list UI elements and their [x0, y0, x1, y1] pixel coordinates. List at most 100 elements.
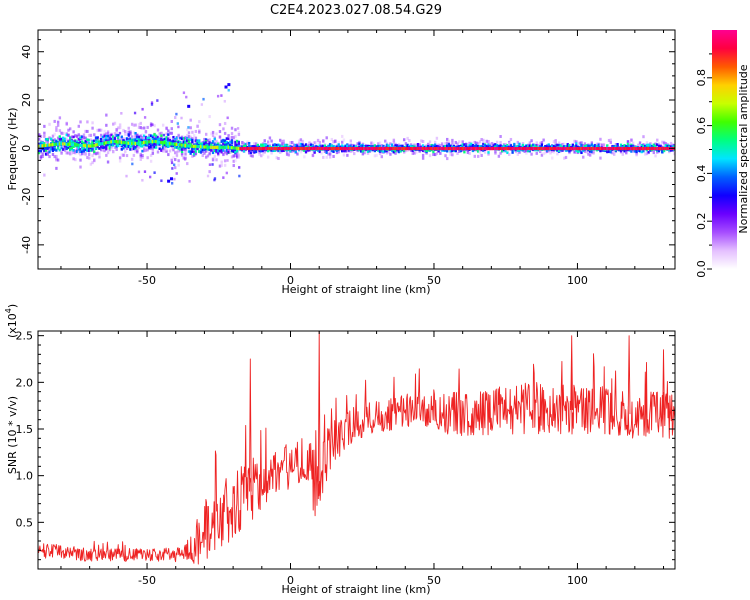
heat-cell [606, 144, 609, 147]
heat-cell [246, 142, 249, 146]
heat-cell [669, 141, 673, 145]
heat-cell [43, 124, 46, 128]
heat-cell [125, 174, 128, 178]
heat-cell [371, 145, 375, 148]
heat-cell [103, 134, 106, 138]
heat-cell [392, 138, 396, 142]
heat-cell [256, 143, 259, 147]
snr-ylabel: SNR (10 * v/v) [6, 396, 19, 474]
heat-cell [535, 141, 538, 145]
heat-cell [149, 124, 153, 128]
heat-cell [226, 159, 229, 162]
heat-cell [161, 149, 165, 153]
heat-cell [477, 142, 480, 146]
heat-cell [554, 139, 557, 143]
heat-cell [63, 144, 67, 148]
heat-cell [206, 139, 210, 143]
heat-cell [143, 145, 146, 149]
heat-cell [150, 103, 154, 106]
heat-cell [380, 144, 384, 148]
heat-cell [174, 140, 177, 144]
heat-cell [44, 150, 48, 154]
heat-cell [175, 136, 179, 140]
heat-cell [242, 149, 246, 153]
heat-cell [46, 152, 50, 156]
heat-cell [525, 151, 528, 155]
heat-cell [134, 146, 137, 149]
heat-cell [204, 144, 208, 147]
heat-cell [404, 145, 408, 149]
heat-cell [225, 143, 228, 146]
heat-cell [72, 130, 75, 134]
heat-cell [473, 144, 476, 148]
heat-cell [661, 140, 664, 144]
heat-cell [607, 146, 611, 151]
heat-cell [117, 138, 120, 142]
heat-cell [43, 131, 46, 135]
heat-cell [592, 144, 595, 148]
heat-cell [151, 146, 155, 150]
heat-cell [149, 147, 153, 151]
heat-cell [433, 146, 437, 151]
heat-cell [86, 139, 89, 143]
heat-cell [625, 149, 628, 153]
heat-cell [504, 144, 507, 148]
heat-cell [60, 142, 63, 146]
heat-cell [568, 149, 571, 153]
heat-cell [428, 148, 432, 152]
heat-cell [279, 146, 282, 151]
heat-cell [454, 149, 457, 153]
heat-cell [280, 139, 284, 143]
heat-cell [544, 146, 547, 151]
heat-cell [304, 146, 308, 151]
heat-cell [427, 146, 430, 151]
heat-cell [616, 146, 619, 151]
heat-cell [93, 139, 96, 143]
heat-cell [108, 136, 111, 140]
heat-cell [230, 132, 234, 136]
heat-cell [585, 150, 588, 154]
y-tick-label: 2.5 [16, 330, 34, 343]
heat-cell [538, 146, 542, 151]
x-tick-label: 100 [567, 574, 588, 587]
heat-cell [544, 151, 547, 155]
heat-cell [473, 154, 476, 158]
heat-cell [146, 125, 149, 129]
heat-cell [237, 133, 241, 137]
heat-cell [182, 156, 186, 160]
heat-cell [401, 146, 404, 151]
heat-cell [203, 145, 206, 149]
y-tick-label: 1.0 [16, 470, 34, 483]
heat-cell [151, 151, 155, 155]
heat-cell [211, 134, 215, 138]
heat-cell [172, 144, 175, 148]
heat-cell [120, 135, 123, 139]
heat-cell [545, 149, 549, 152]
heat-cell [110, 145, 113, 149]
heat-cell [351, 143, 354, 147]
heat-cell [532, 143, 535, 147]
heat-cell [232, 164, 235, 168]
colorbar: 0.00.20.40.60.8 Normalized spectral ampl… [695, 30, 750, 278]
heat-cell [41, 147, 44, 151]
heat-cell [106, 160, 110, 164]
snr-scale-exponent: 4 [4, 308, 13, 313]
heat-cell [134, 138, 137, 141]
heat-cell [248, 141, 251, 145]
heat-cell [506, 146, 509, 151]
heat-cell [294, 150, 297, 154]
heat-cell [101, 142, 104, 146]
heat-cell [156, 138, 160, 141]
heat-cell [260, 149, 263, 153]
heat-cell [597, 143, 600, 147]
heat-cell [411, 146, 414, 151]
heat-cell [526, 143, 530, 147]
heat-cell [361, 150, 364, 153]
heat-cell [649, 142, 652, 146]
heat-cell [141, 154, 144, 158]
heat-cell [122, 153, 125, 157]
heat-cell [211, 163, 214, 166]
heat-cell [62, 144, 65, 148]
heat-cell [673, 152, 675, 156]
heat-cell [149, 134, 153, 138]
